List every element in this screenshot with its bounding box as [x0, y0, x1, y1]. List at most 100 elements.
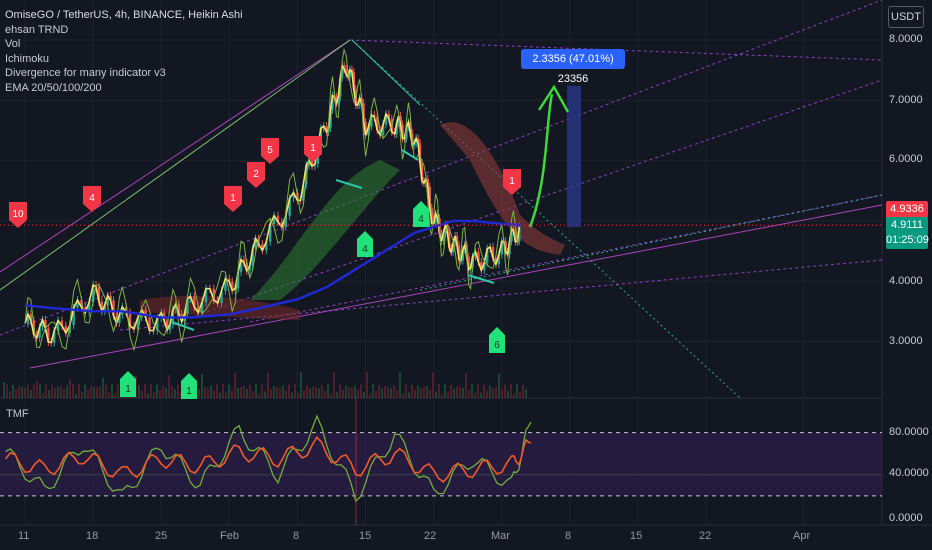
volume-bar: [444, 384, 446, 398]
volume-bar: [108, 392, 110, 398]
candle-body: [200, 302, 204, 313]
volume-bar: [447, 391, 449, 398]
price-tick: 4.0000: [889, 275, 923, 287]
volume-bar: [90, 385, 92, 398]
currency-button[interactable]: USDT: [888, 6, 924, 28]
candle-body: [420, 163, 424, 181]
volume-bar: [246, 388, 248, 398]
candle-body: [494, 258, 498, 265]
volume-bar: [417, 385, 419, 398]
candle-body: [186, 298, 189, 314]
volume-bar: [366, 372, 368, 398]
sell-signal-label: 5: [267, 145, 273, 156]
volume-bar: [198, 388, 200, 398]
time-tick: 11: [18, 530, 30, 542]
volume-bar: [396, 390, 398, 398]
ichimoku-cloud-green: [250, 160, 400, 300]
trend-line: [419, 194, 883, 291]
indicator-trnd[interactable]: ehsan TRND: [5, 23, 69, 36]
indicator-ema[interactable]: EMA 20/50/100/200: [5, 81, 102, 94]
volume-bar: [414, 389, 416, 398]
candle-body: [329, 109, 332, 128]
volume-bar: [117, 384, 119, 398]
volume-bar: [270, 389, 272, 398]
volume-bar: [240, 386, 242, 398]
volume-bar: [330, 393, 332, 398]
indicator-vol[interactable]: Vol: [5, 38, 21, 50]
candle-body: [428, 186, 431, 208]
price-marker-last-red: 4.9336: [886, 201, 928, 218]
volume-bar: [288, 384, 290, 398]
candle-body: [38, 327, 41, 338]
sell-signal-marker: [247, 162, 265, 188]
sell-signal-label: 2: [253, 169, 259, 180]
candle-body: [514, 231, 517, 242]
volume-bar: [3, 382, 5, 398]
volume-bar: [57, 386, 59, 398]
projection-callout[interactable]: 2.3356 (47.01%) 23356: [521, 49, 625, 85]
volume-bar: [315, 386, 317, 398]
volume-bar: [237, 387, 239, 398]
volume-bar: [285, 389, 287, 398]
candle-body: [471, 256, 474, 268]
candle-body: [500, 241, 503, 255]
green-indicator-line: [24, 48, 520, 352]
volume-bar: [525, 389, 527, 398]
volume-bar: [504, 384, 506, 398]
candle-body: [483, 262, 486, 271]
candle-body: [284, 215, 287, 227]
price-tick: 3.0000: [889, 335, 923, 347]
volume-bar: [258, 393, 260, 398]
price-tick: 6.0000: [889, 153, 923, 165]
tmf-signal-line: [4, 435, 532, 483]
volume-bar: [45, 384, 47, 398]
candle-body: [236, 272, 240, 289]
volume-bar: [492, 388, 494, 398]
price-line: [24, 63, 521, 344]
volume-bar: [360, 384, 362, 398]
osc-tick: 80.0000: [889, 426, 929, 438]
volume-bar: [363, 391, 365, 398]
volume-bar: [432, 372, 434, 398]
volume-bar: [168, 375, 170, 398]
candle-body: [212, 288, 215, 301]
volume-bar: [294, 384, 296, 398]
volume-bar: [357, 389, 359, 398]
indicator-ichimoku[interactable]: Ichimoku: [5, 52, 50, 65]
volume-bar: [72, 384, 74, 398]
time-tick: 15: [359, 530, 372, 542]
candle-body: [485, 248, 489, 263]
volume-bar: [342, 389, 344, 398]
volume-bar: [165, 387, 167, 398]
candle-body: [103, 305, 106, 312]
candle-body: [455, 235, 459, 246]
volume-bar: [456, 386, 458, 398]
candle-body: [384, 113, 388, 125]
volume-bar: [399, 372, 401, 398]
volume-bar: [327, 384, 329, 398]
price-pane: [0, 0, 882, 398]
candle-body: [41, 319, 44, 328]
sell-signal-label: 4: [89, 193, 95, 204]
candle-body: [118, 314, 121, 324]
volume-bar: [33, 384, 35, 398]
volume-bar: [36, 380, 38, 398]
candle-body: [106, 295, 109, 306]
candle-body: [304, 165, 308, 185]
candle-body: [168, 324, 172, 330]
candle-body: [442, 232, 445, 241]
candle-body: [467, 256, 470, 270]
candle-body: [56, 320, 60, 331]
volume-bar: [42, 392, 44, 398]
indicator-divergence[interactable]: Divergence for many indicator v3: [5, 67, 166, 79]
trend-line: [351, 39, 421, 106]
volume-bar: [402, 393, 404, 398]
candle-body: [414, 138, 418, 144]
volume-bar: [9, 391, 11, 398]
candle-body: [491, 246, 495, 259]
candle-body: [109, 295, 112, 301]
tmf-band: [0, 432, 882, 496]
volume-bar: [324, 390, 326, 398]
volume-bar: [75, 393, 77, 398]
